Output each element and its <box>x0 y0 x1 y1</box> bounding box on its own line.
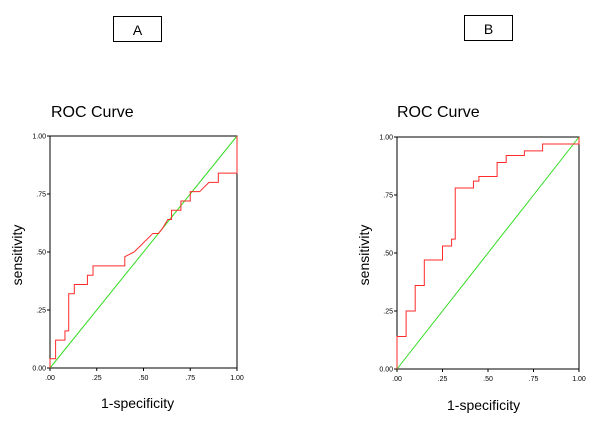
x-tick-label: 1.00 <box>230 375 244 382</box>
chart-title-a: ROC Curve <box>51 104 134 121</box>
chart-title-b: ROC Curve <box>397 104 480 121</box>
panel-label-b: B <box>464 15 513 41</box>
y-tick-label: 0.00 <box>379 367 393 374</box>
y-tick-label: 1.00 <box>32 134 46 141</box>
y-tick-label: 0.00 <box>32 366 46 373</box>
y-tick-label: .75 <box>36 192 46 199</box>
reference-diagonal-line <box>396 136 580 370</box>
x-tick-label: .00 <box>45 375 55 382</box>
panel-label-a: A <box>113 16 162 42</box>
reference-diagonal-line <box>49 135 238 369</box>
y-tick-label: .50 <box>36 250 46 257</box>
roc-curve-line <box>49 136 238 368</box>
y-tick-label: .75 <box>383 193 393 200</box>
x-tick-label: .00 <box>392 376 402 383</box>
y-tick-label: 1.00 <box>379 135 393 142</box>
x-tick-label: 1.00 <box>572 376 586 383</box>
x-tick-label: .50 <box>139 375 149 382</box>
x-tick-label: .50 <box>483 376 493 383</box>
x-axis-label-b: 1-specificity <box>447 397 521 413</box>
y-tick-label: .25 <box>383 309 393 316</box>
x-tick-label: .75 <box>529 376 539 383</box>
y-tick-label: .50 <box>383 251 393 258</box>
x-axis-label-a: 1-specificity <box>101 395 175 411</box>
x-tick-label: .25 <box>438 376 448 383</box>
y-tick-label: .25 <box>36 308 46 315</box>
roc-curve-line <box>396 137 580 369</box>
x-tick-label: .25 <box>92 375 102 382</box>
x-tick-label: .75 <box>185 375 195 382</box>
